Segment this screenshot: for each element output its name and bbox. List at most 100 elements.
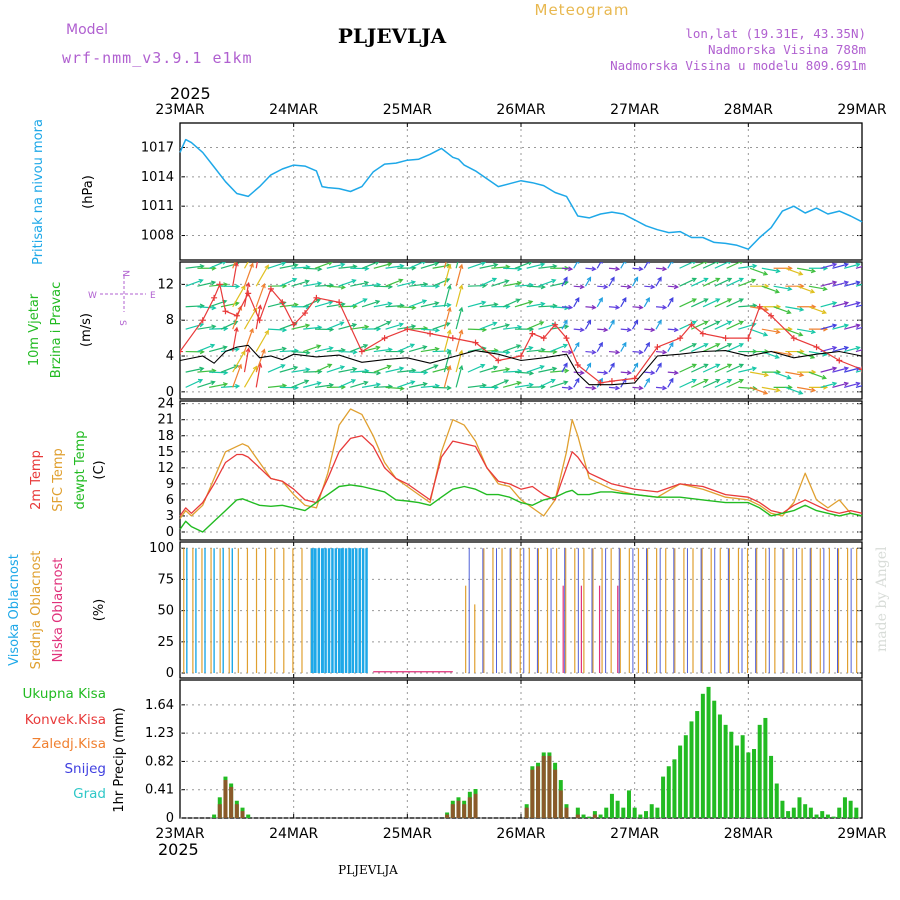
wind-arrow-head <box>738 378 745 384</box>
wind-arrow <box>232 262 236 269</box>
wind-arrow-head <box>598 377 603 383</box>
wind-arrow <box>679 321 697 330</box>
wind-arrow-head <box>633 276 639 282</box>
wind-arrow <box>455 365 463 388</box>
wind-arrow <box>503 326 522 330</box>
wind-arrow <box>197 369 216 373</box>
conv-precip-bar <box>536 766 541 818</box>
wind-gust-marker <box>381 335 388 342</box>
wind-arrow-head <box>328 300 334 306</box>
wind-arrow-head <box>646 262 650 264</box>
wind-arrow <box>620 328 631 331</box>
wind-arrow <box>455 262 459 269</box>
wind-arrow <box>303 326 322 330</box>
y-tick-label: 4 <box>166 349 174 364</box>
panel-frame-0 <box>179 122 863 261</box>
wind-arrow <box>326 303 345 308</box>
wind-arrow <box>820 324 837 330</box>
wind-arrow <box>773 350 792 356</box>
wind-arrow-head <box>293 302 299 308</box>
wind-arrow <box>632 350 643 354</box>
wind-arrow-head <box>727 298 733 303</box>
wind-arrow-head <box>252 307 258 313</box>
wind-arrow-head <box>715 298 721 303</box>
wind-arrow-head <box>505 367 511 372</box>
wind-arrow <box>443 307 451 330</box>
wind-arrow <box>596 262 602 269</box>
wind-arrow <box>385 386 404 390</box>
wind-arrow <box>844 382 860 388</box>
wind-arrow-head <box>568 266 574 272</box>
wind-arrow <box>584 277 591 287</box>
wind-arrow-head <box>691 277 697 283</box>
wind-axis-label-2: Brzina i Pravac <box>49 282 64 379</box>
wind-gust-marker <box>256 317 263 324</box>
wind-arrow <box>667 328 678 331</box>
model-label: Model <box>66 22 108 38</box>
wind-arrow-head <box>327 363 333 369</box>
wind-arrow <box>350 381 368 388</box>
wind-arrow-head <box>610 276 615 282</box>
wind-arrow <box>797 386 815 392</box>
total-precip-bar <box>626 790 631 818</box>
wind-arrow-field <box>180 262 871 395</box>
wind-arrow <box>702 379 720 388</box>
wind-arrow-head <box>574 341 580 347</box>
y-tick-label: 100 <box>149 541 174 556</box>
y-tick-label: 15 <box>157 445 174 460</box>
year-bottom: 2025 <box>158 840 199 859</box>
wind-arrow-head <box>222 382 229 387</box>
conv-precip-bar <box>456 800 461 818</box>
wind-arrow <box>726 298 744 308</box>
wind-arrow-head <box>821 309 827 315</box>
wind-arrow-head <box>832 381 838 387</box>
wind-arrow <box>491 266 510 269</box>
wind-arrow-head <box>516 280 523 286</box>
wind-arrow-head <box>292 277 298 283</box>
wind-arrow-head <box>867 346 871 350</box>
x-tick-label-bottom: 27MAR <box>610 826 659 842</box>
wind-gust-marker <box>836 357 843 364</box>
total-precip-bar <box>780 800 785 818</box>
lonlat-text: lon,lat (19.31E, 43.35N) <box>685 26 866 41</box>
y-tick-label: 8 <box>166 313 174 328</box>
wind-arrow-head <box>703 363 709 369</box>
wind-arrow-head <box>481 346 487 352</box>
wind-arrow <box>467 328 486 331</box>
wind-arrow <box>303 370 322 373</box>
wind-arrow <box>220 365 238 373</box>
wind-arrow-head <box>673 284 679 290</box>
wind-arrow-head <box>626 327 632 333</box>
wind-arrow <box>185 367 204 373</box>
wind-arrow-head <box>304 279 310 285</box>
x-tick-label-bottom: 23MAR <box>155 826 204 842</box>
total-precip-bar <box>854 807 859 818</box>
wind-arrow-head <box>387 262 393 267</box>
pressure-unit-label: (hPa) <box>81 175 96 209</box>
wind-arrow <box>443 285 451 307</box>
wind-arrow-head <box>434 262 440 267</box>
total-precip-bar <box>666 766 671 818</box>
conv-precip-bar <box>450 804 455 818</box>
wind-arrow <box>584 363 591 373</box>
wind-arrow <box>243 263 254 287</box>
wind-arrow <box>561 267 572 270</box>
wind-arrow-head <box>446 329 452 335</box>
wind-arrow <box>373 385 392 388</box>
y-tick-label: 1.64 <box>145 698 174 713</box>
wind-arrow <box>584 320 591 330</box>
wind-arrow <box>538 265 557 269</box>
wind-arrow-head <box>763 372 770 378</box>
wind-arrow-head <box>233 364 239 370</box>
wind-arrow-head <box>261 283 266 289</box>
wind-gust-marker <box>180 348 183 355</box>
total-precip-bar <box>700 693 705 818</box>
wind-arrow <box>232 327 238 352</box>
wind-arrow-head <box>505 349 511 355</box>
wind-arrow-head <box>752 263 758 269</box>
wind-arrow-head <box>550 378 556 384</box>
wind-arrow-head <box>375 299 381 305</box>
wind-arrow-head <box>599 262 603 264</box>
wind-arrow-head <box>626 284 632 290</box>
wind-arrow-head <box>211 324 217 330</box>
